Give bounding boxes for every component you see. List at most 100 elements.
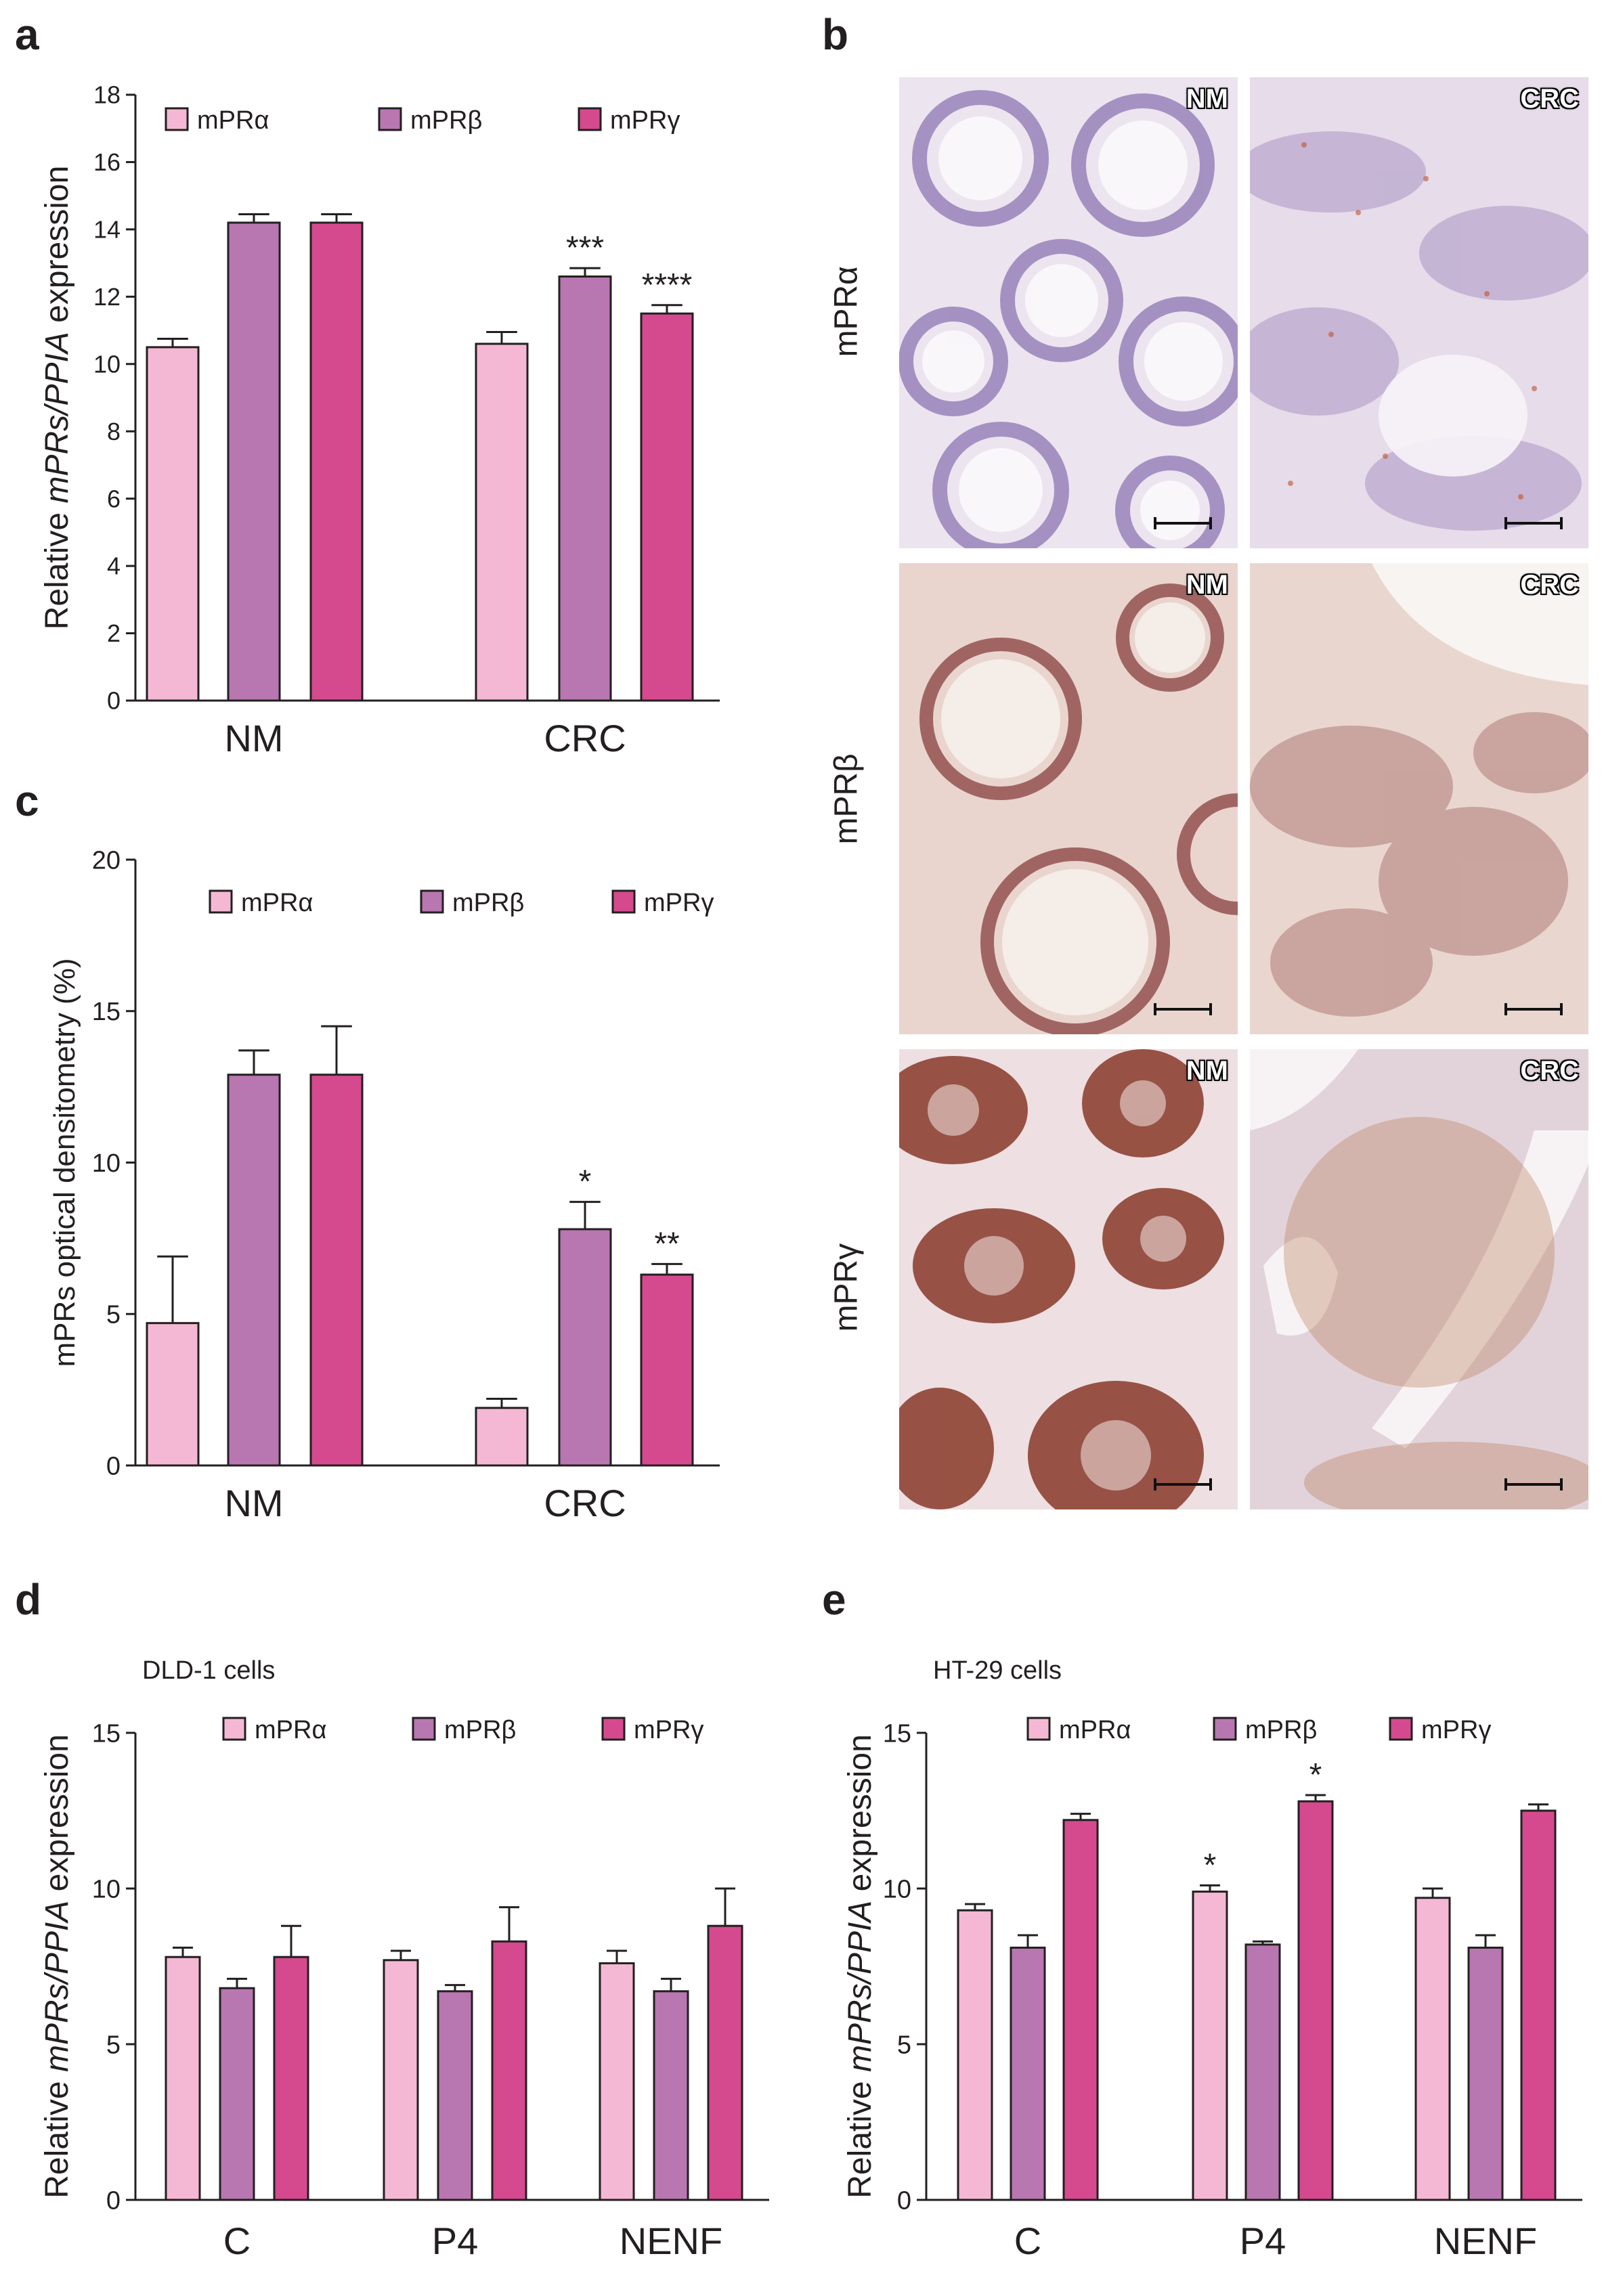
scale-bar [1154,1478,1212,1491]
bar-mpra-p4 [383,1959,419,2201]
micrograph-mprg-crc: CRC [1250,1049,1588,1509]
significance-marker: **** [642,267,693,303]
category-label: NM [224,717,283,759]
bar-mpra-nenf [1414,1897,1451,2201]
y-tick-label: 8 [107,418,121,445]
bar-mprb-nm [227,1074,281,1467]
tissue-pattern [899,1049,1224,1509]
y-tick-label: 15 [92,998,121,1026]
category-label: NENF [620,2220,722,2262]
bar-mprb-p4 [1244,1943,1281,2201]
micro-tag-crc: CRC [1520,84,1579,114]
legend-swatch-mprb [420,889,444,914]
bar-mprg-crc [640,1273,694,1467]
micro-tag-crc: CRC [1520,570,1579,600]
y-axis-label-part: expression [39,166,75,332]
legend: mPRα mPRβ mPRγ [209,889,714,917]
y-axis-label-part: mPRs/PPIA [39,332,75,503]
bar-mprb-c [1010,1946,1046,2201]
legend-swatch-mpra [222,1717,246,1741]
legend-label-mpra: mPRα [1059,1716,1131,1744]
y-tick-label: 0 [106,2186,121,2215]
y-axis-label: mPRs optical densitometry (%) [48,958,81,1367]
chart-e-ht29-cells: HT-29 cells 0 5 10 15 Relative mPRs/PPIA expr… [842,1656,1582,2262]
micrograph-mpra-nm: NM [899,77,1238,548]
micrograph-mpra-crc: CRC [1250,77,1588,548]
legend-label-mprb: mPRβ [410,106,482,135]
bar-mprg-crc [640,312,694,702]
y-tick-label: 10 [92,1875,121,1903]
y-tick-label: 20 [92,846,121,875]
y-axis-label-part: mPRs/PPIA [842,1901,878,2072]
bar-mprg-c [273,1956,309,2201]
bar-mprg-p4 [1297,1800,1334,2201]
legend-swatch-mpra [1026,1717,1051,1741]
scale-bar [1154,517,1212,529]
panel-letter-b: b [822,10,849,59]
micro-tag-crc: CRC [1520,1056,1579,1086]
y-tick-label: 5 [897,2031,911,2059]
legend-swatch-mpra [209,889,233,914]
chart-c-optical-densitometry: 0 5 10 15 20 mPRs optical densitometry (%) mPR… [48,846,720,1524]
legend-label-mprg: mPRγ [1421,1716,1491,1744]
bar-mpra-nm [146,1322,200,1467]
y-tick-label: 10 [92,1149,121,1178]
y-tick-label: 15 [92,1719,121,1748]
category-label: P4 [1240,2220,1286,2262]
bar-mprg-nenf [707,1924,743,2201]
legend-swatch-mprg [1389,1717,1413,1741]
panel-letter-d: d [15,1575,42,1624]
legend: mPRα mPRβ mPRγ [165,106,680,135]
micro-tag-nm: NM [1186,84,1228,114]
significance-marker: * [1309,1757,1322,1793]
micrograph-mprb-crc: CRC [1250,563,1588,1034]
significance-marker: * [1204,1847,1217,1883]
y-tick-label: 14 [93,215,121,243]
legend-label-mprb: mPRβ [452,889,524,917]
bar-mprg-nm [309,221,364,702]
bar-mprb-p4 [437,1990,473,2201]
y-axis-label-part: mPRs optical densitometry (%) [48,958,81,1367]
y-tick-label: 18 [93,81,121,109]
legend-label-mpra: mPRα [255,1716,326,1744]
category-label: C [1014,2220,1041,2262]
scale-bar [1154,1003,1212,1015]
category-label: NENF [1434,2220,1537,2262]
micrograph-mprb-nm: NM [899,563,1238,1034]
legend-label-mprg: mPRγ [644,889,714,917]
category-label: NM [224,1482,283,1524]
y-axis-label-part: Relative [39,504,75,630]
legend-swatch-mprb [378,107,402,131]
bar-mprg-p4 [491,1940,527,2201]
tissue-pattern [899,90,1238,548]
row-label-mpra: mPRα [828,266,865,357]
bar-mpra-c [957,1909,993,2201]
category-label: C [223,2220,251,2262]
panel-letter-a: a [15,10,39,59]
y-tick-label: 0 [897,2186,911,2215]
y-axis-label-part: mPRs/PPIA [39,1901,75,2072]
legend-label-mprg: mPRγ [610,106,680,135]
bar-mpra-nm [146,346,200,702]
category-label: P4 [432,2220,479,2262]
bar-mprg-c [1062,1819,1099,2201]
y-axis-label-part: expression [39,1734,75,1900]
micro-tag-nm: NM [1186,570,1228,600]
y-axis-label-part: expression [842,1734,878,1900]
chart-title: HT-29 cells [933,1656,1062,1685]
bar-mprb-nm [227,221,281,702]
scale-bar [1504,517,1563,529]
y-tick-label: 15 [883,1719,911,1748]
legend-label-mprg: mPRγ [634,1716,703,1744]
bar-mprg-nenf [1520,1809,1557,2201]
y-axis-label-part: Relative [842,2072,878,2199]
legend-swatch-mprg [611,889,636,914]
bar-mpra-nenf [599,1962,635,2201]
bar-mprb-nenf [653,1990,689,2201]
y-tick-label: 4 [107,552,121,580]
micrograph-mprg-nm: NM [899,1049,1238,1509]
legend-label-mpra: mPRα [197,106,269,135]
y-tick-label: 10 [883,1875,911,1903]
bar-mprb-crc [558,1228,612,1467]
chart-title: DLD-1 cells [142,1656,275,1685]
